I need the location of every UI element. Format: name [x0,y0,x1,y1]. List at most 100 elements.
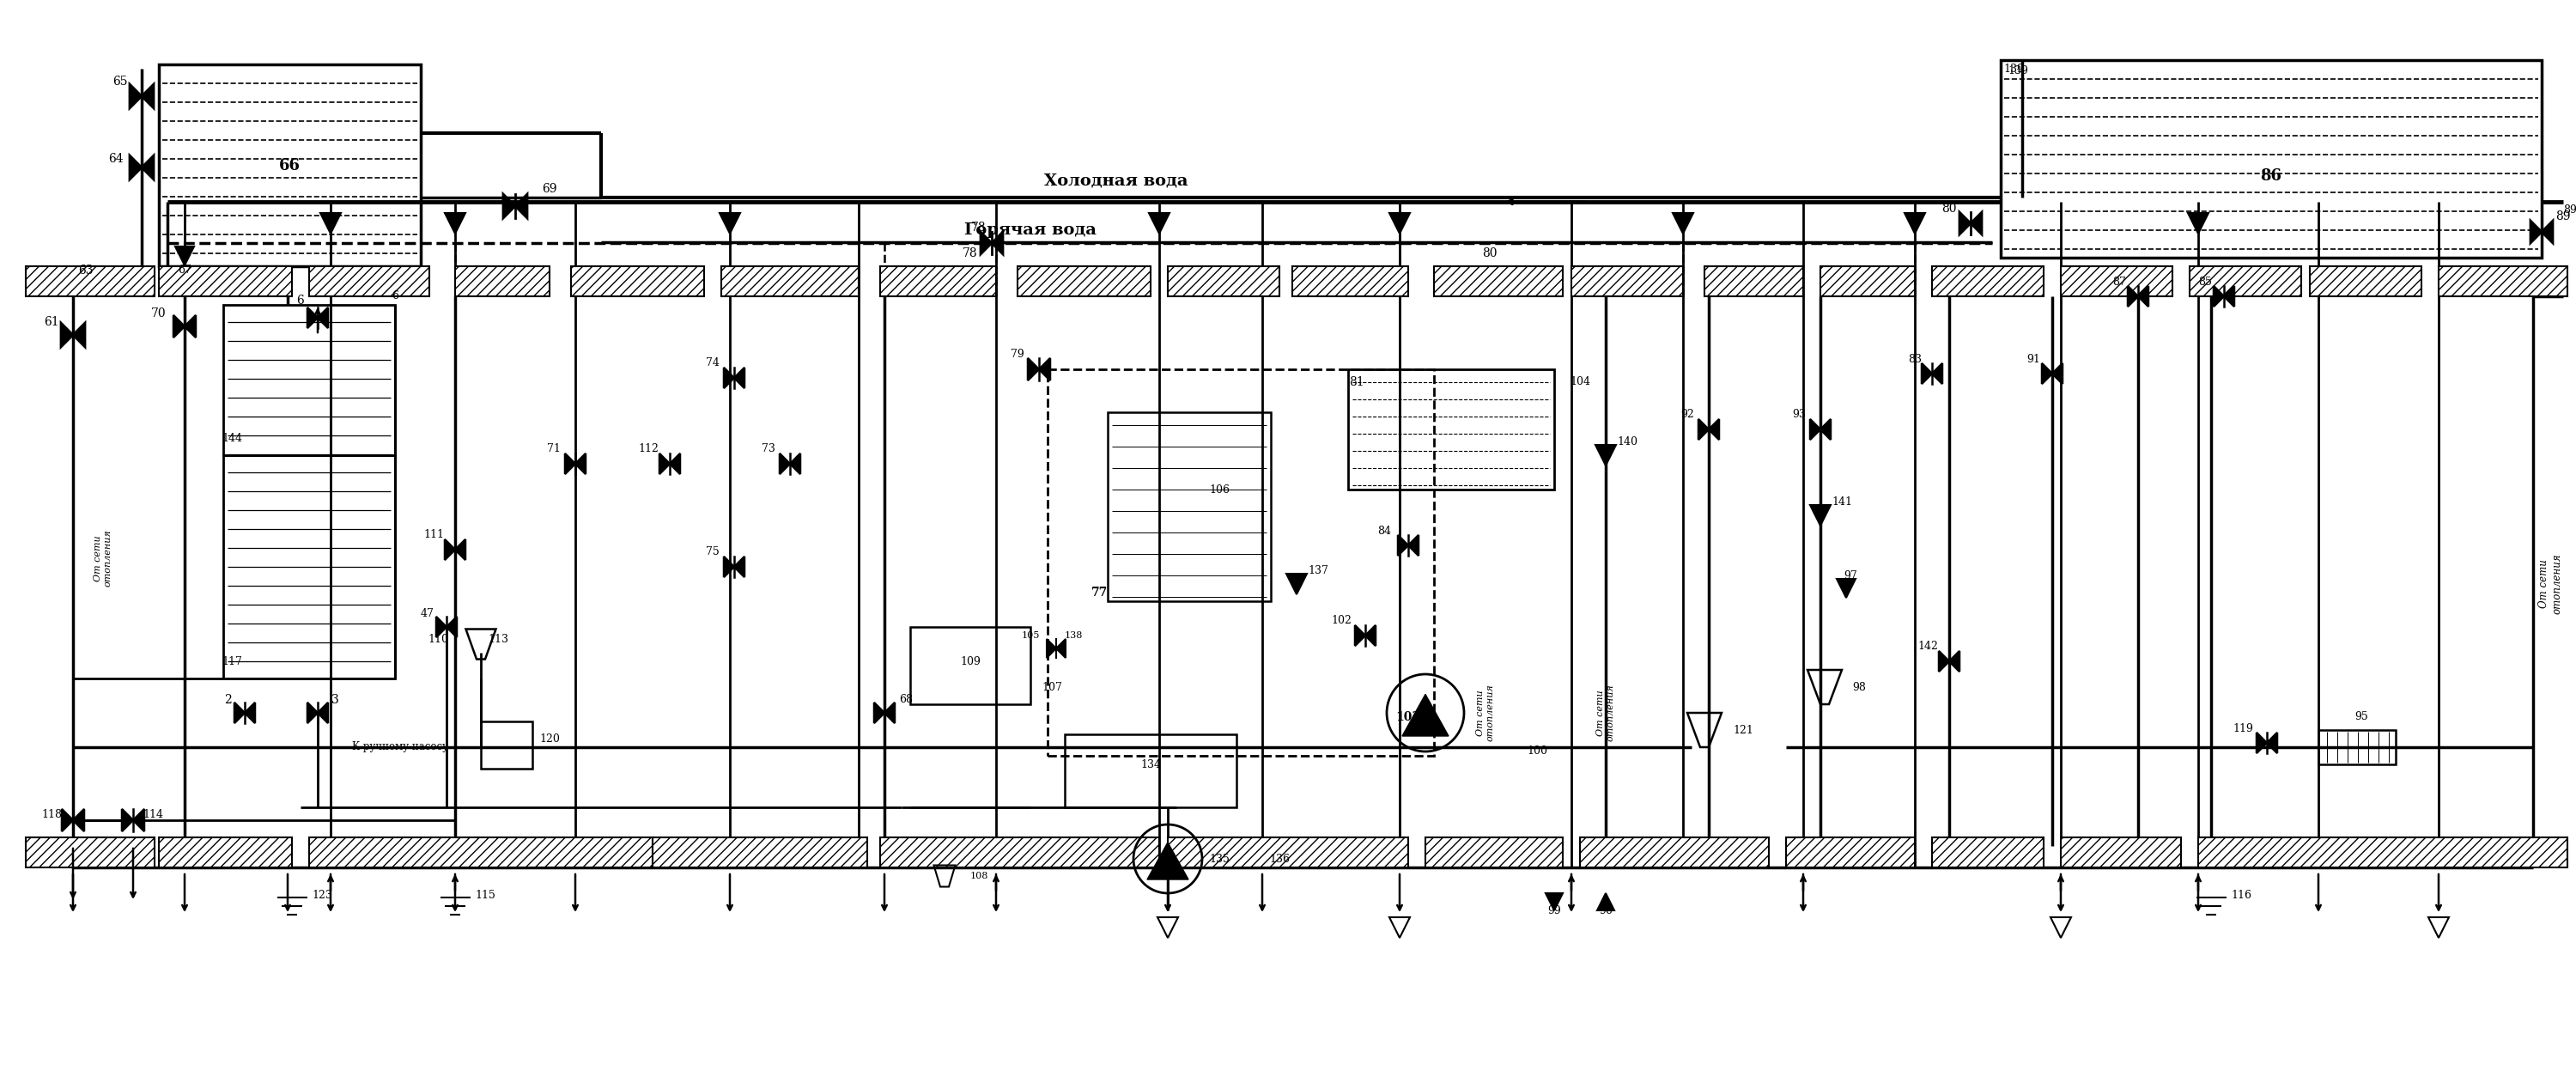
Polygon shape [781,454,791,474]
Bar [1579,837,1770,867]
Polygon shape [502,194,515,218]
Bar [2061,837,2182,867]
Bar [1571,266,1682,297]
Polygon shape [1355,625,1365,645]
Text: 78: 78 [971,222,987,234]
Bar [2061,266,2172,297]
Text: 116: 116 [2231,889,2251,900]
Polygon shape [1157,917,1177,938]
Text: 85: 85 [2197,276,2213,287]
Polygon shape [435,616,446,637]
Polygon shape [1904,213,1924,234]
Polygon shape [2267,732,2277,753]
Text: 67: 67 [178,265,191,276]
Bar [652,837,868,867]
Bar [1932,837,2043,867]
Polygon shape [175,247,193,265]
Polygon shape [2530,221,2543,243]
Text: 95: 95 [2354,712,2367,722]
Text: 106: 106 [1208,484,1229,495]
Bar [881,837,1159,867]
Text: От сети
отопления: От сети отопления [1476,684,1494,742]
Polygon shape [1401,694,1448,736]
Polygon shape [1149,213,1170,234]
Polygon shape [245,703,255,723]
Bar [2318,730,2396,765]
Text: 3: 3 [332,694,337,706]
Polygon shape [307,703,317,723]
Bar [1167,266,1280,297]
Text: 142: 142 [1917,641,1937,652]
Text: 141: 141 [1832,497,1852,508]
Text: 110: 110 [428,635,448,645]
Polygon shape [1597,893,1615,911]
Text: 78: 78 [963,247,979,259]
Polygon shape [574,454,585,474]
Polygon shape [1708,419,1718,440]
Bar [2439,266,2568,297]
Bar [309,837,652,867]
Polygon shape [1960,212,1971,234]
Polygon shape [1940,651,1950,671]
Polygon shape [1821,419,1832,440]
Text: 103: 103 [1396,712,1422,723]
Bar [160,64,420,266]
Text: 70: 70 [152,308,167,319]
Polygon shape [2053,363,2063,383]
Polygon shape [1698,419,1708,440]
Polygon shape [670,454,680,474]
Polygon shape [1388,213,1409,234]
Text: 89: 89 [2555,210,2571,222]
Polygon shape [724,557,734,577]
Text: 118: 118 [41,809,62,820]
Text: Холодная вода: Холодная вода [1043,172,1188,188]
Polygon shape [121,809,134,832]
Polygon shape [1056,639,1066,657]
Polygon shape [2043,363,2053,383]
Polygon shape [1595,445,1615,466]
Text: 112: 112 [639,444,659,455]
Polygon shape [129,156,142,180]
Text: 99: 99 [1548,904,1561,916]
Bar [160,266,291,297]
Bar [909,627,1030,704]
Polygon shape [62,323,72,347]
Text: 114: 114 [142,809,162,820]
Polygon shape [446,213,466,234]
Text: 75: 75 [706,547,719,558]
Polygon shape [1922,363,1932,383]
Polygon shape [446,539,456,560]
Text: 6: 6 [392,290,399,302]
Bar [881,266,997,297]
Text: 64: 64 [108,153,124,165]
Polygon shape [791,454,801,474]
Polygon shape [734,367,744,388]
Text: 108: 108 [969,872,989,880]
Text: 71: 71 [546,444,562,455]
Polygon shape [142,156,155,180]
Text: 47: 47 [420,609,435,619]
Bar [2311,266,2421,297]
Text: 102: 102 [1332,615,1352,627]
Text: 68: 68 [899,694,912,705]
Bar [1018,266,1151,297]
Polygon shape [319,213,340,234]
Polygon shape [724,367,734,388]
Text: 91: 91 [2027,353,2040,365]
Bar [2190,266,2300,297]
Bar [224,455,394,678]
Polygon shape [1409,535,1419,556]
Polygon shape [659,454,670,474]
Text: 135: 135 [1208,853,1229,864]
Text: 120: 120 [538,733,559,744]
Bar [26,266,155,297]
Text: 117: 117 [222,655,242,667]
Text: 134: 134 [1141,759,1162,770]
Bar [1932,266,2043,297]
Polygon shape [456,539,466,560]
Text: 2: 2 [224,694,232,706]
Bar [1705,266,1803,297]
Text: 144: 144 [222,432,242,444]
Polygon shape [992,232,1002,255]
Polygon shape [1028,358,1038,380]
